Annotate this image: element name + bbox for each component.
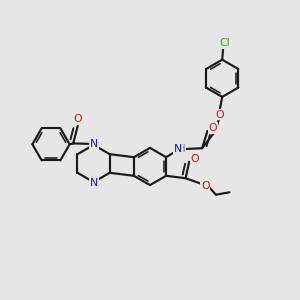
- Text: N: N: [90, 178, 98, 188]
- Text: H: H: [178, 144, 185, 154]
- Text: N: N: [90, 139, 98, 149]
- Text: O: O: [74, 114, 82, 124]
- Text: N: N: [174, 144, 182, 154]
- Text: Cl: Cl: [219, 38, 230, 48]
- Text: O: O: [190, 154, 199, 164]
- Text: O: O: [208, 123, 217, 133]
- Text: O: O: [215, 110, 224, 120]
- Text: O: O: [201, 181, 210, 191]
